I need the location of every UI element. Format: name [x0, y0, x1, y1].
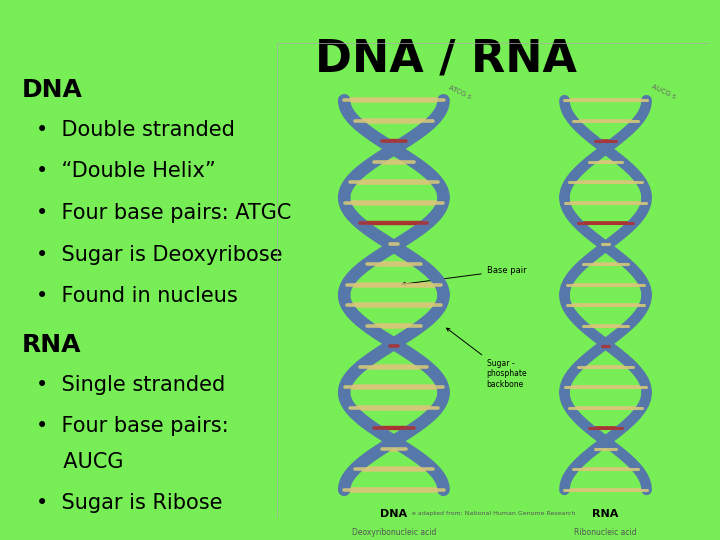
Text: •  Single stranded: • Single stranded — [36, 375, 225, 395]
Text: •  Found in nucleus: • Found in nucleus — [36, 286, 238, 306]
Text: Base pair: Base pair — [402, 266, 526, 286]
Text: e adapted from: National Human Genome Research: e adapted from: National Human Genome Re… — [412, 511, 575, 516]
Text: AUCG: AUCG — [50, 451, 124, 471]
Text: ATCG s: ATCG s — [448, 85, 472, 100]
Text: RNA: RNA — [593, 509, 618, 519]
Text: Deoxyribonucleic acid: Deoxyribonucleic acid — [351, 528, 436, 537]
Text: •  Sugar is Ribose: • Sugar is Ribose — [36, 493, 222, 513]
Text: DNA: DNA — [380, 509, 408, 519]
Text: AUCG s: AUCG s — [651, 84, 677, 100]
Text: •  Sugar is Deoxyribose: • Sugar is Deoxyribose — [36, 245, 282, 265]
Text: •  Four base pairs: ATGC: • Four base pairs: ATGC — [36, 203, 292, 223]
Text: Ribonucleic acid: Ribonucleic acid — [575, 528, 636, 537]
Text: RNA: RNA — [22, 333, 81, 357]
Text: •  Double stranded: • Double stranded — [36, 120, 235, 140]
Text: •  “Double Helix”: • “Double Helix” — [36, 161, 216, 181]
Text: DNA / RNA: DNA / RNA — [315, 38, 577, 81]
Text: Sugar -
phosphate
backbone: Sugar - phosphate backbone — [446, 328, 527, 389]
Text: •  Four base pairs:: • Four base pairs: — [36, 416, 229, 436]
Text: DNA: DNA — [22, 78, 83, 102]
